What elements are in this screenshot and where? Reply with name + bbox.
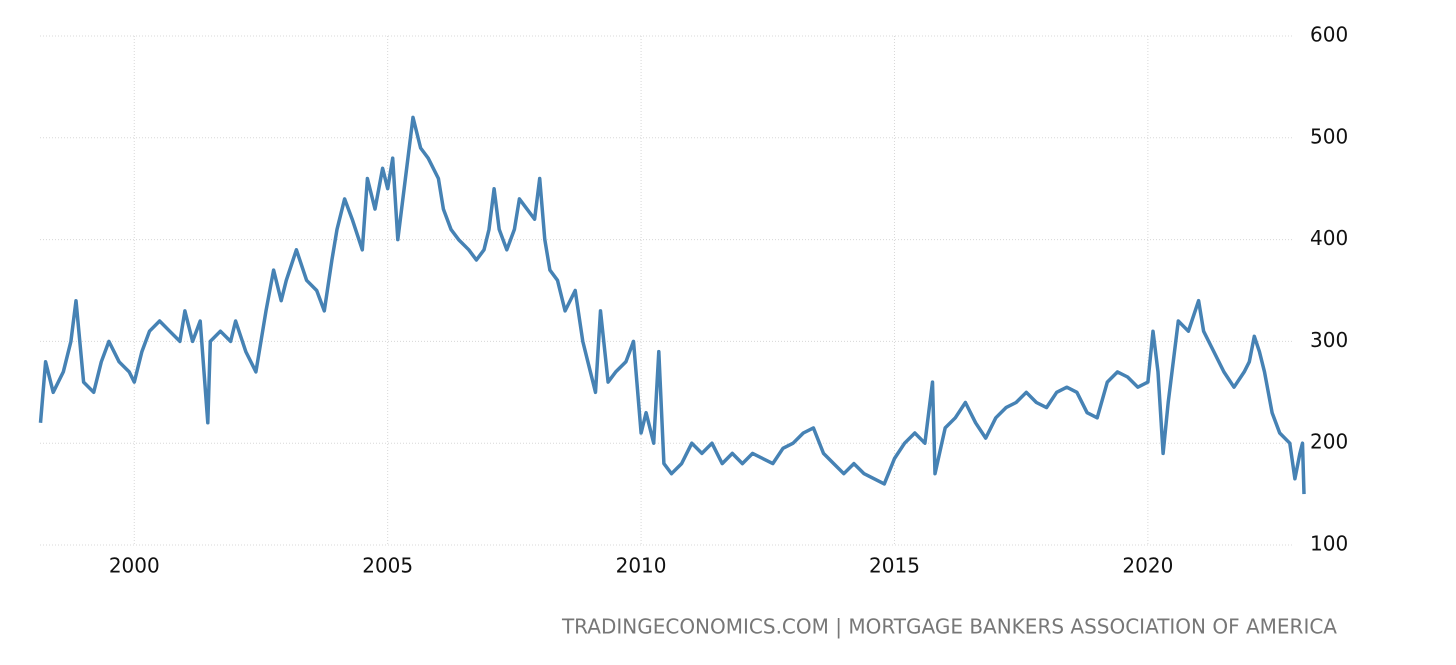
y-tick-label: 200 bbox=[1310, 430, 1348, 454]
x-tick-label: 2010 bbox=[616, 554, 667, 578]
y-tick-label: 100 bbox=[1310, 532, 1348, 556]
y-tick-label: 400 bbox=[1310, 226, 1348, 250]
x-tick-label: 2005 bbox=[362, 554, 413, 578]
y-tick-label: 300 bbox=[1310, 328, 1348, 352]
source: TRADINGECONOMICS.COM | MORTGAGE BANKERS … bbox=[561, 615, 1337, 639]
x-tick-label: 2020 bbox=[1122, 554, 1173, 578]
x-tick-label: 2000 bbox=[109, 554, 160, 578]
y-tick-label: 500 bbox=[1310, 124, 1348, 148]
x-tick-label: 2015 bbox=[869, 554, 920, 578]
line-series bbox=[38, 115, 1306, 495]
y-tick-label: 600 bbox=[1310, 23, 1348, 47]
